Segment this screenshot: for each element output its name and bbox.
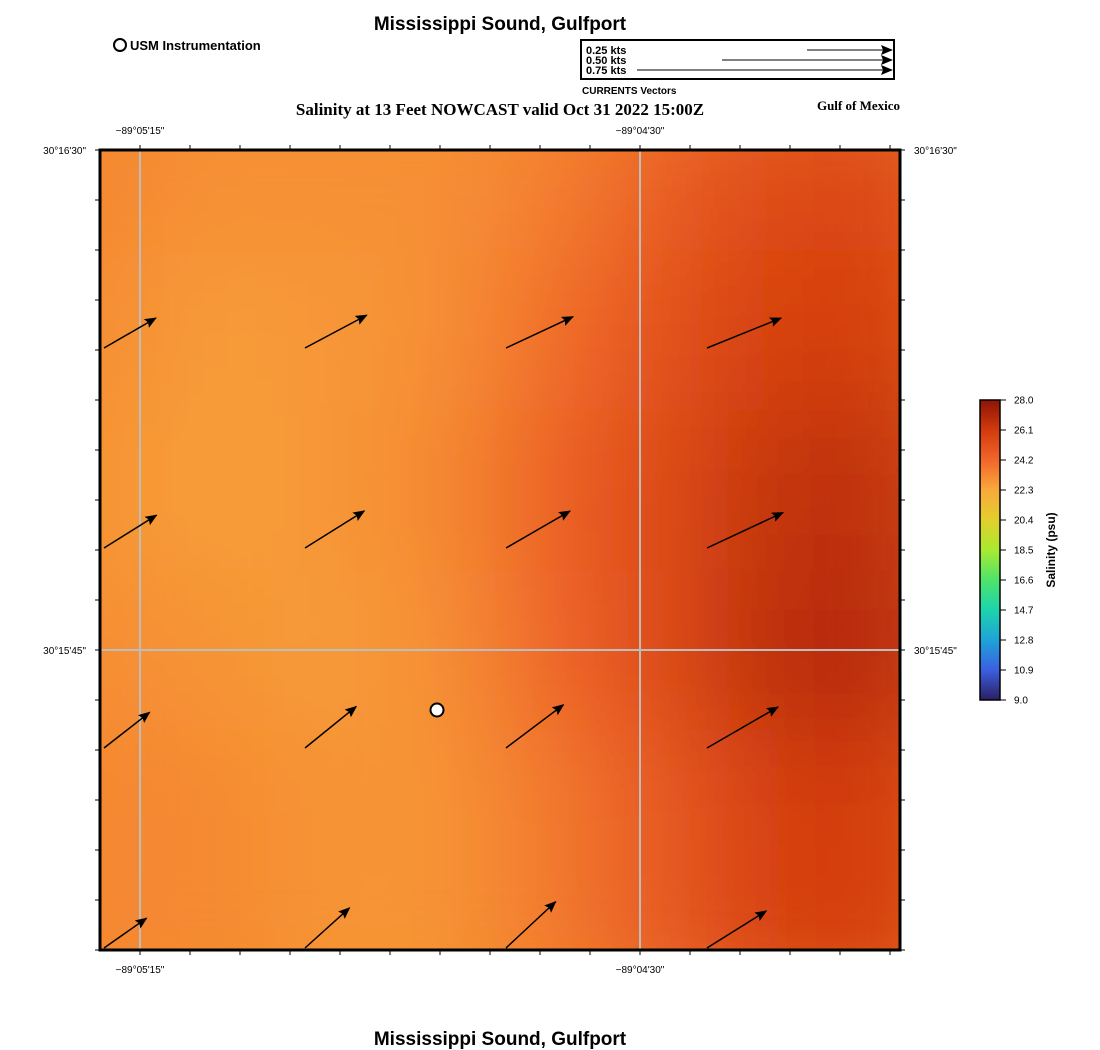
current-vector (706, 706, 779, 749)
vector-scale-label: 0.50 kts (586, 55, 626, 67)
current-vector (706, 910, 768, 949)
footer-title: Mississippi Sound, Gulfport (374, 1029, 627, 1050)
current-vector (304, 705, 358, 749)
colorbar-tick-label: 22.3 (1014, 486, 1034, 497)
usm-station-marker[interactable] (429, 702, 445, 718)
colorbar-tick-label: 24.2 (1014, 456, 1034, 467)
station-legend-label: USM Instrumentation (130, 38, 261, 53)
current-vector (706, 317, 783, 349)
current-vector (505, 900, 557, 949)
vector-caption: CURRENTS Vectors (582, 86, 677, 97)
colorbar-ticks: 28.0 26.1 24.2 22.3 20.4 18.5 16.6 14.7 12.8 10.9… (1000, 396, 1034, 707)
region-label: Gulf of Mexico (817, 98, 900, 113)
y-tick-left-2: 30°15'45" (43, 646, 86, 657)
vector-scale-label: 0.75 kts (586, 65, 626, 77)
current-vector (505, 316, 574, 349)
station-legend-marker (113, 38, 127, 52)
colorbar (979, 399, 1001, 701)
x-tick-bottom-1: −89°05'15" (116, 965, 165, 976)
current-vector (304, 510, 366, 549)
current-vector (304, 314, 368, 349)
x-tick-top-2: −89°04'30" (616, 126, 665, 137)
current-vectors (103, 314, 785, 949)
colorbar-tick-label: 26.1 (1014, 426, 1034, 437)
colorbar-label: Salinity (psu) (1044, 512, 1058, 587)
colorbar-tick-label: 12.8 (1014, 636, 1034, 647)
colorbar-tick-label: 9.0 (1014, 696, 1028, 707)
colorbar-tick-label: 14.7 (1014, 606, 1034, 617)
current-vector (103, 711, 151, 749)
map-title: Mississippi Sound, Gulfport (374, 14, 627, 35)
x-tick-top-1: −89°05'15" (116, 126, 165, 137)
colorbar-tick-label: 10.9 (1014, 666, 1034, 677)
colorbar-tick-label: 28.0 (1014, 396, 1034, 407)
vector-scale-label: 0.25 kts (586, 45, 626, 57)
salinity-field (100, 150, 900, 950)
y-tick-right-2: 30°15'45" (914, 646, 957, 657)
y-tick-left-1: 30°16'30" (43, 146, 86, 157)
colorbar-tick-label: 18.5 (1014, 546, 1034, 557)
colorbar-tick-label: 16.6 (1014, 576, 1034, 587)
x-tick-bottom-2: −89°04'30" (616, 965, 665, 976)
y-tick-right-1: 30°16'30" (914, 146, 957, 157)
current-vector (505, 704, 565, 749)
current-vector (706, 511, 785, 549)
current-vector (505, 510, 571, 549)
current-vector (103, 917, 148, 949)
frame-ticks (95, 145, 905, 955)
map-subtitle: Salinity at 13 Feet NOWCAST valid Oct 31… (296, 100, 704, 119)
current-vector (103, 514, 158, 549)
current-vector (304, 907, 351, 949)
current-vector (103, 317, 157, 349)
colorbar-tick-label: 20.4 (1014, 516, 1034, 527)
salinity-cell (725, 730, 900, 950)
graticule (100, 150, 900, 950)
